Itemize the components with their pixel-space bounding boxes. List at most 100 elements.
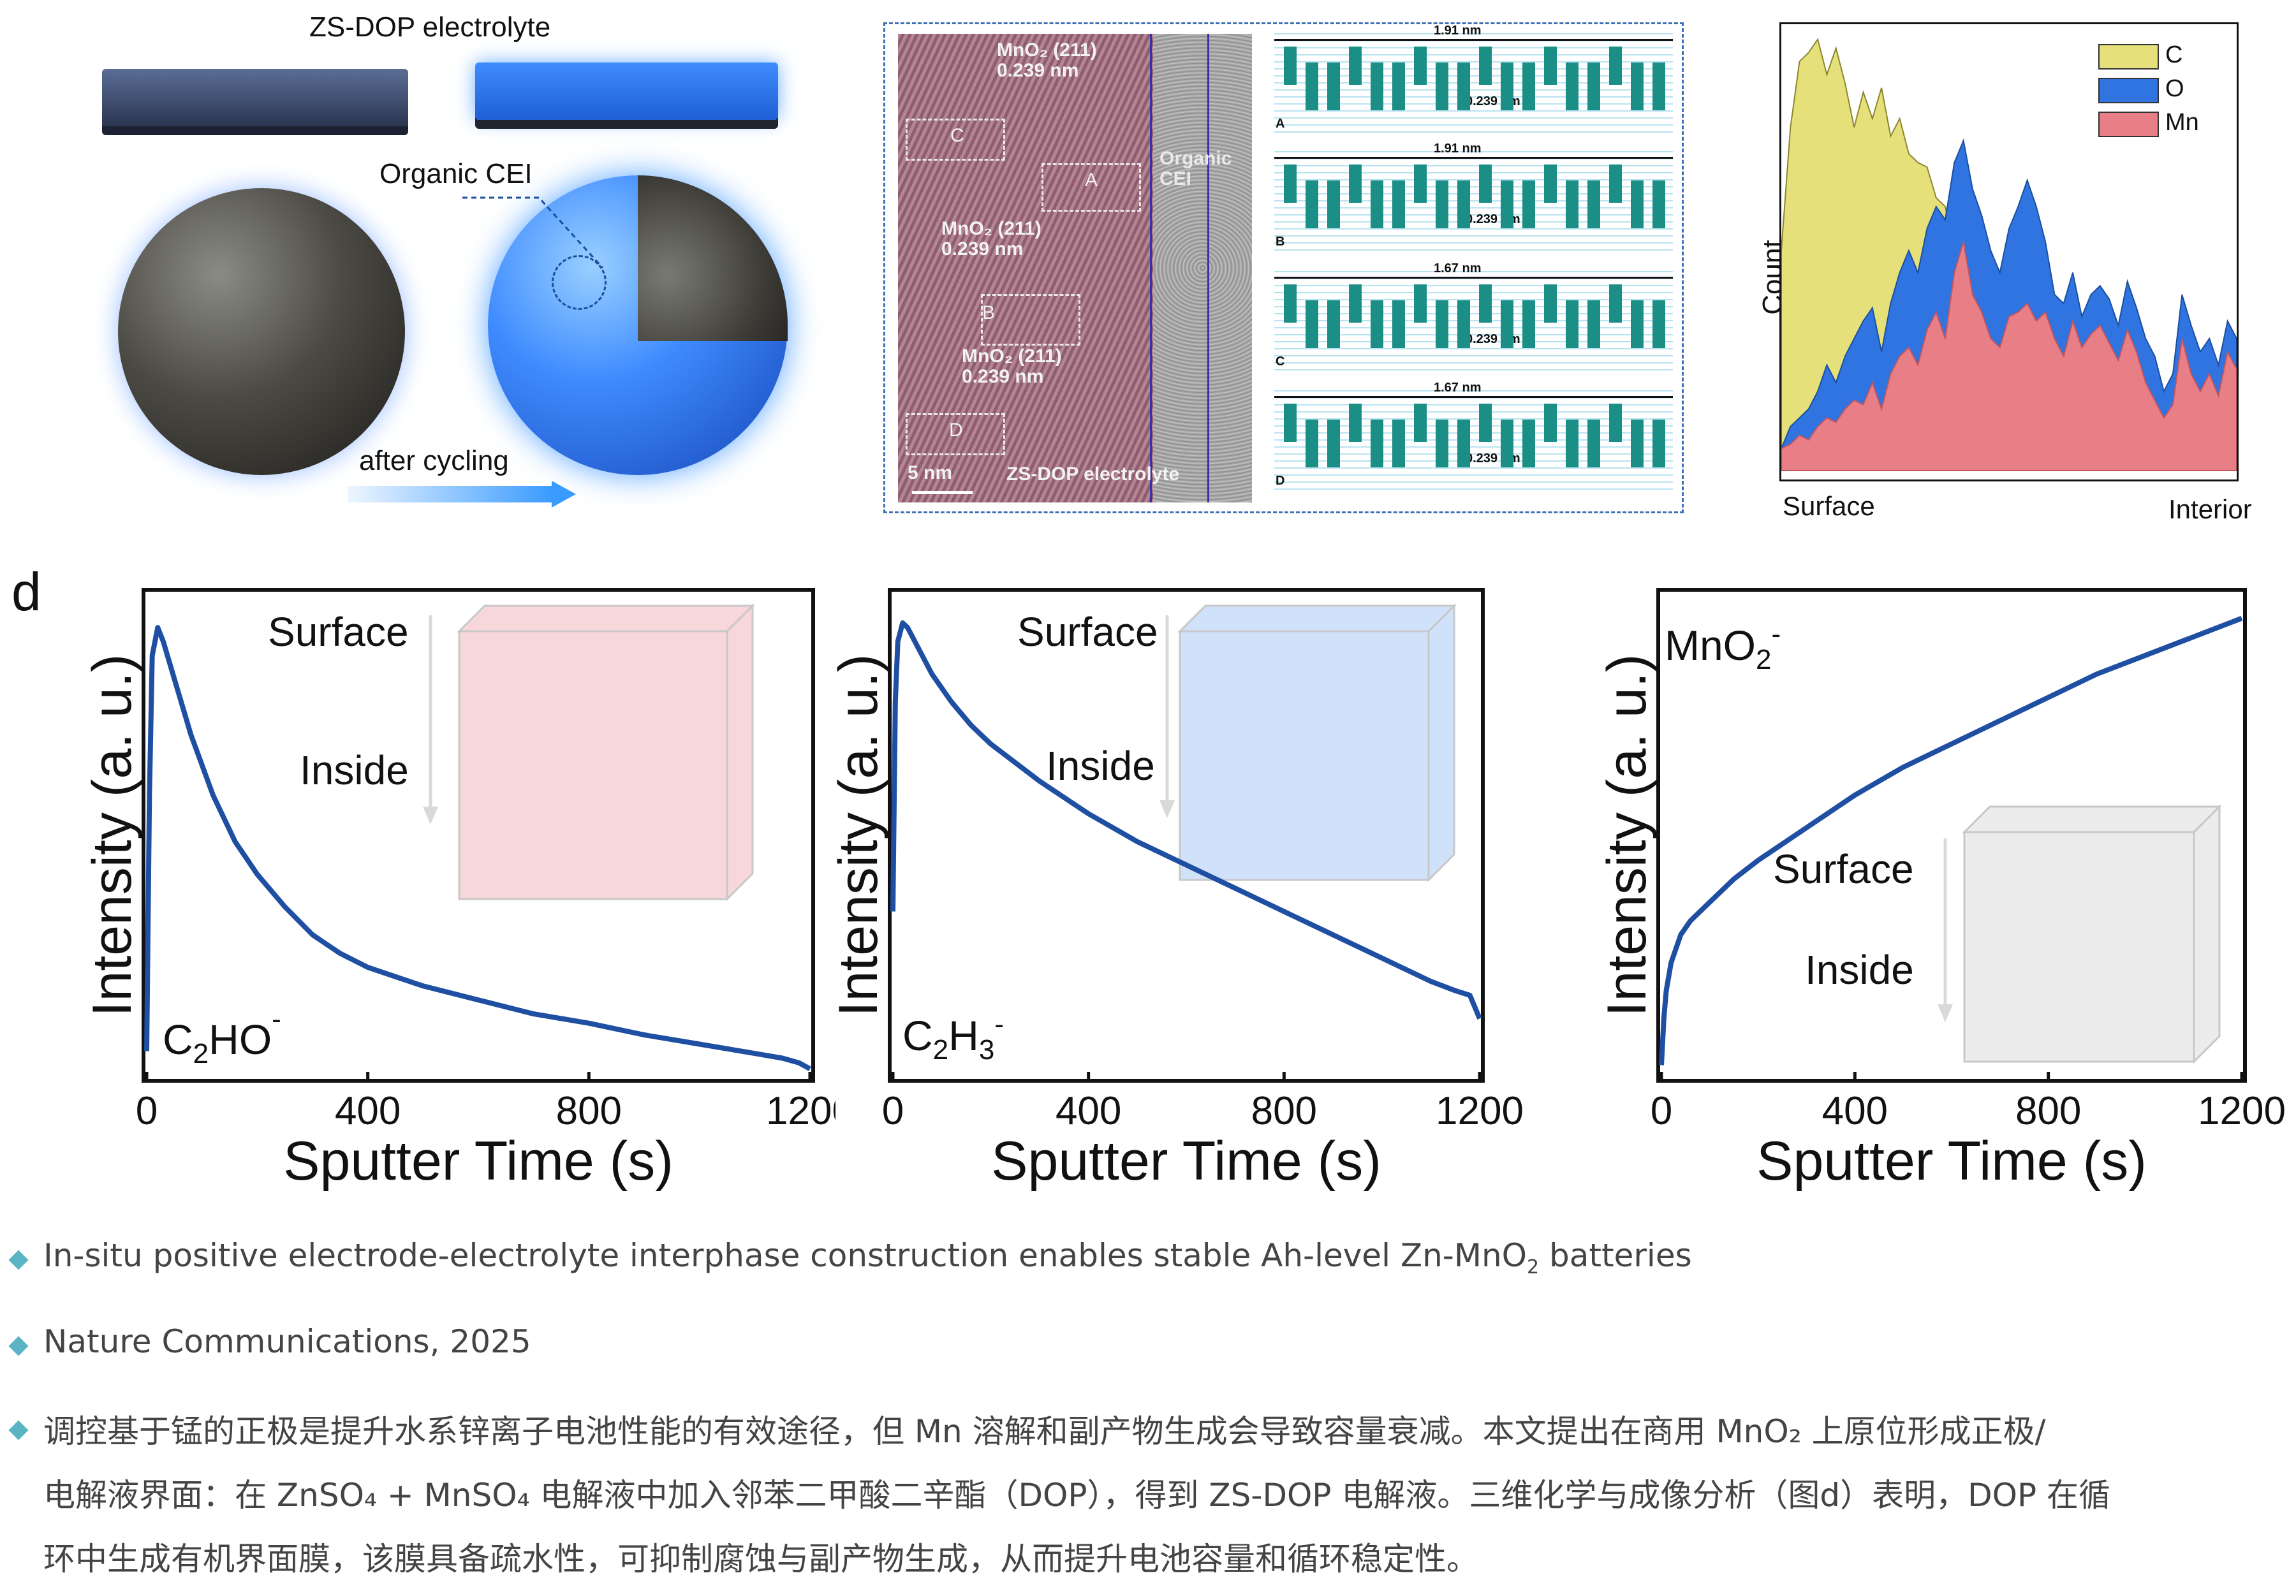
cube-top-face: [1962, 805, 2222, 833]
line-profile-d: 1.67 nm 0.239 nm D: [1274, 381, 1673, 493]
profile-bar: [1631, 62, 1644, 110]
intensity-line: [1659, 615, 2243, 1065]
species-label: C2H3-: [902, 1009, 1004, 1065]
profile-bar: [1566, 180, 1578, 228]
x-tick-label: 400: [1056, 1089, 1121, 1133]
profile-span-line: [1274, 396, 1673, 398]
hrtem-panel: MnO₂ (211) 0.239 nm MnO₂ (211) 0.239 nm …: [883, 22, 1684, 513]
profile-letter: B: [1276, 235, 1285, 249]
profile-bar: [1587, 62, 1600, 110]
cube-front-face: [1963, 831, 2195, 1063]
profile-bar: [1631, 300, 1644, 348]
y-axis-label: Intensity (a. u.): [1596, 654, 1658, 1017]
x-tick-label: 1200: [2198, 1089, 2286, 1133]
paper-title: In-situ positive electrode-electrolyte i…: [43, 1237, 1692, 1278]
profile-bar: [1349, 165, 1362, 203]
inset-3d-cube: [1962, 804, 2222, 1064]
particle-cutaway: [638, 175, 788, 341]
profile-bar: [1414, 404, 1427, 442]
eds-x-left-label: Surface: [1783, 491, 1875, 521]
profile-bar: [1284, 404, 1297, 442]
profile-bar: [1436, 420, 1448, 467]
panel-letter-d: d: [11, 562, 41, 622]
profile-bar: [1457, 62, 1470, 110]
inset-inside-label: Inside: [1805, 947, 1914, 993]
inset-3d-cube: [1177, 603, 1457, 882]
legend-label-mn: Mn: [2165, 109, 2199, 136]
organic-cei-label: Organic CEI: [379, 158, 533, 189]
profile-bar: [1327, 62, 1340, 110]
profile-bar: [1414, 47, 1427, 85]
legend-swatch-c: [2098, 44, 2159, 70]
profile-bar: [1371, 420, 1383, 467]
lattice-label-middle: MnO₂ (211) 0.239 nm: [941, 218, 1041, 260]
profile-span-label: 1.91 nm: [1434, 142, 1482, 156]
profile-bar: [1349, 404, 1362, 442]
legend-swatch-o: [2098, 78, 2159, 103]
summary-line-2: 电解液界面：在 ZnSO₄ + MnSO₄ 电解液中加入邻苯二甲酸二辛酯（DOP…: [43, 1477, 2110, 1514]
journal-citation: Nature Communications, 2025: [43, 1323, 531, 1360]
bullet-icon: [8, 1336, 29, 1356]
profile-bar: [1371, 180, 1383, 228]
profile-bar: [1284, 165, 1297, 203]
profile-bar: [1306, 62, 1318, 110]
profile-bar: [1457, 300, 1470, 348]
y-axis-label: Intensity (a. u.): [828, 654, 889, 1017]
profile-span-line: [1274, 277, 1673, 279]
profile-bar: [1652, 180, 1665, 228]
region-label-d: D: [949, 420, 963, 441]
interface-line-outer: [1207, 34, 1209, 502]
profile-bar: [1306, 420, 1318, 467]
profile-span-label: 1.91 nm: [1434, 24, 1482, 38]
x-axis-label: Sputter Time (s): [283, 1131, 673, 1192]
profile-bar: [1631, 420, 1644, 467]
cycling-arrow: [348, 486, 552, 502]
summary-line-1: 调控基于锰的正极是提升水系锌离子电池性能的有效途径，但 Mn 溶解和副产物生成会…: [43, 1413, 2046, 1450]
depth-arrow-head: [1938, 1004, 1953, 1022]
paper-title-tail: batteries: [1539, 1237, 1692, 1274]
profile-bar: [1371, 300, 1383, 348]
profile-bar: [1652, 420, 1665, 467]
x-tick-label: 0: [136, 1089, 158, 1133]
profile-bar: [1501, 300, 1513, 348]
profile-bar: [1544, 284, 1557, 323]
profile-bar: [1479, 165, 1492, 203]
inset-surface-label: Surface: [1017, 609, 1158, 655]
inset-inside-label: Inside: [1046, 743, 1155, 789]
profile-bar: [1349, 284, 1362, 323]
profile-bar: [1479, 47, 1492, 85]
line-profile-b: 1.91 nm 0.239 nm B: [1274, 142, 1673, 254]
organic-cei-tem-label: Organic CEI: [1159, 148, 1232, 189]
cei-zoom-circle: [552, 255, 607, 310]
eds-area-mn: [1781, 241, 2237, 471]
profile-bar: [1501, 62, 1513, 110]
eds-linescan-panel: Count C O Mn Surface Interior: [1757, 19, 2258, 536]
interface-line-inner: [1150, 34, 1152, 502]
profile-bar: [1392, 180, 1405, 228]
plot-frame: [888, 588, 1485, 1083]
profile-letter: C: [1276, 355, 1285, 369]
x-tick-label: 800: [556, 1089, 622, 1133]
profile-bar: [1609, 47, 1622, 85]
plot-frame: [142, 588, 815, 1083]
lattice-label-top: MnO₂ (211) 0.239 nm: [997, 40, 1097, 81]
line-profile-a: 1.91 nm 0.239 nm A: [1274, 24, 1673, 136]
profile-bar: [1522, 62, 1535, 110]
x-tick-label: 0: [1651, 1089, 1672, 1133]
region-label-c: C: [950, 125, 964, 146]
intensity-line: [144, 625, 811, 1071]
profile-bar: [1479, 284, 1492, 323]
profile-bar: [1587, 300, 1600, 348]
profile-span-label: 1.67 nm: [1434, 381, 1482, 395]
profile-bar: [1436, 62, 1448, 110]
profile-bar: [1327, 420, 1340, 467]
profile-bar: [1501, 420, 1513, 467]
profile-span-line: [1274, 157, 1673, 159]
tof-chart-c2ho: Surface Inside 0 400 800 1200 Sputter Time (s)…: [82, 588, 835, 1192]
profile-bar: [1392, 420, 1405, 467]
profile-bar: [1349, 47, 1362, 85]
profile-bar: [1587, 420, 1600, 467]
eds-plot-frame: [1779, 22, 2239, 481]
inset-3d-cube: [457, 603, 755, 902]
cei-pointer: [462, 196, 604, 269]
